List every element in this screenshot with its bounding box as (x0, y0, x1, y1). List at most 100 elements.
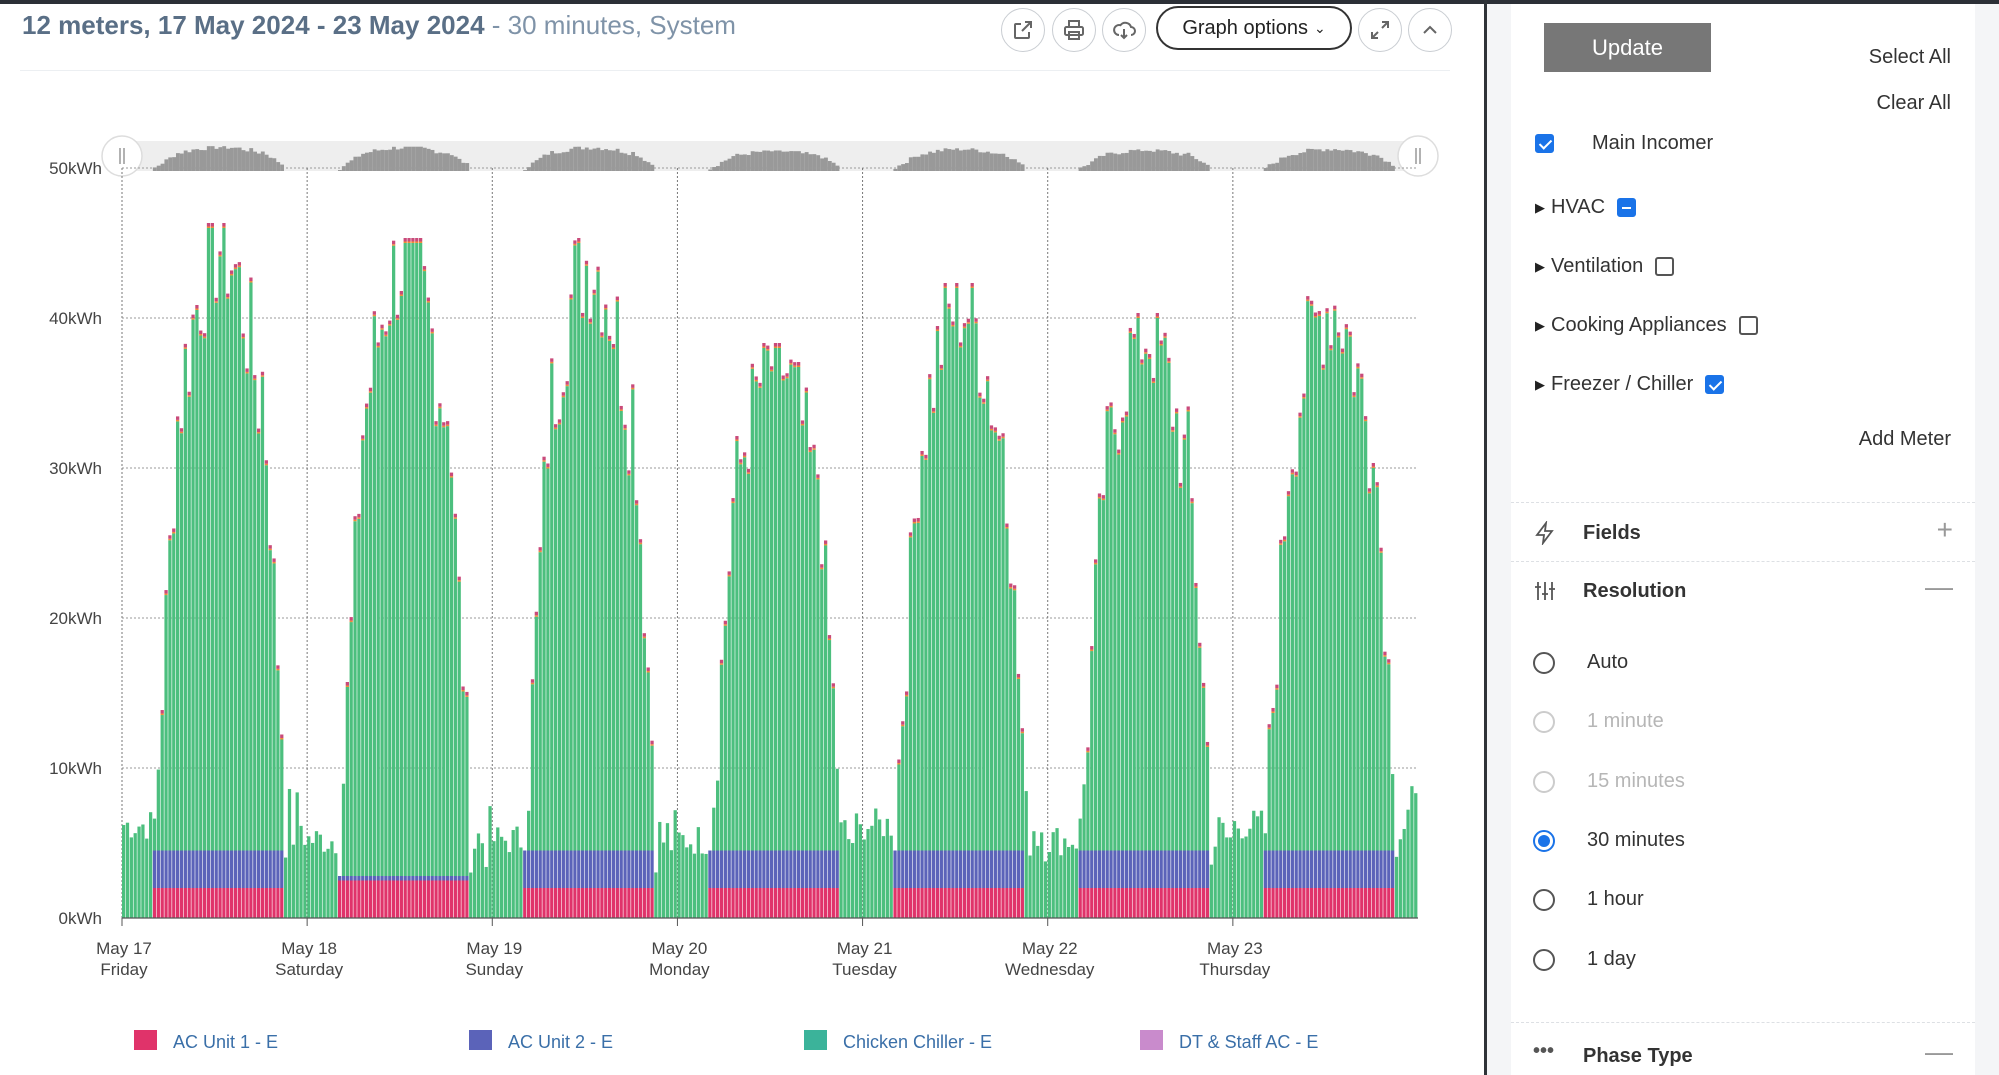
clear-all-link[interactable]: Clear All (1876, 92, 1951, 114)
navigator-bar (176, 153, 180, 171)
ventilation-checkbox[interactable] (1655, 257, 1675, 276)
external-link-button[interactable] (1001, 8, 1045, 52)
resolution-section-header[interactable]: Resolution (1533, 579, 1686, 603)
navigator-bar (785, 151, 790, 171)
bar-ac-unit-1 (1371, 888, 1375, 918)
bar-cap-other (800, 423, 805, 426)
navigator-bar (1078, 167, 1083, 171)
bar-cap-small-load (1279, 539, 1283, 544)
bar-ac-unit-2 (415, 876, 419, 881)
resolution-option-auto[interactable]: Auto (1533, 651, 1628, 674)
freezer-chiller-checkbox[interactable] (1705, 375, 1725, 394)
bar-cap-other (943, 286, 947, 288)
select-all-link[interactable]: Select All (1868, 46, 1951, 68)
radio-button[interactable] (1533, 651, 1555, 674)
meter-row-cooking-appliances[interactable]: ▶ Cooking Appliances (1535, 314, 1758, 337)
add-meter-link[interactable]: Add Meter (1858, 428, 1951, 450)
meter-row-main-incomer[interactable]: Main Incomer (1535, 132, 1713, 155)
meter-row-hvac[interactable]: ▶ HVAC (1535, 196, 1637, 219)
resolution-option-label: 1 minute (1587, 710, 1664, 732)
expand-triangle-icon[interactable]: ▶ (1535, 199, 1545, 215)
expand-triangle-icon[interactable]: ▶ (1535, 317, 1545, 333)
bar-ac-unit-1 (773, 888, 778, 918)
expand-triangle-icon[interactable]: ▶ (1535, 258, 1545, 274)
navigator-bar (1290, 155, 1295, 171)
navigator-bar (1101, 155, 1106, 171)
bar-main (168, 540, 172, 851)
meter-row-ventilation[interactable]: ▶ Ventilation (1535, 255, 1675, 278)
resolution-collapse-icon[interactable]: — (1925, 571, 1953, 602)
resolution-option-1-day[interactable]: 1 day (1533, 948, 1636, 971)
bar-main (1113, 434, 1117, 851)
graph-options-button[interactable]: Graph options ⌄ (1156, 6, 1352, 50)
update-button[interactable]: Update (1544, 23, 1711, 72)
bar-ac-unit-1 (1124, 888, 1129, 918)
bar-cap-small-load (1175, 408, 1179, 412)
cooking-appliances-checkbox[interactable] (1738, 316, 1758, 335)
bar-ac-unit-1 (1306, 888, 1310, 918)
fields-section-header[interactable]: Fields (1533, 521, 1641, 545)
bar-ac-unit-1 (1283, 888, 1287, 918)
download-button[interactable] (1102, 8, 1146, 52)
hvac-checkbox[interactable] (1617, 198, 1637, 217)
expand-button[interactable] (1358, 8, 1402, 52)
navigator-bar (565, 151, 570, 171)
bar-main (746, 473, 751, 851)
bar-cap-small-load (226, 293, 230, 298)
bar-main (943, 288, 947, 851)
radio-button[interactable] (1533, 888, 1555, 911)
navigator-bar (804, 152, 809, 171)
main-incomer-checkbox[interactable] (1535, 134, 1554, 153)
bar-cap-other (600, 335, 604, 338)
bar-cap-other (627, 473, 631, 476)
bar-ac-unit-2 (762, 850, 766, 888)
bar-main (334, 853, 338, 918)
phase-type-section-header[interactable]: ••• Phase Type (1533, 1041, 1693, 1068)
range-navigator[interactable] (101, 135, 1439, 177)
bar-ac-unit-2 (1383, 850, 1387, 888)
bar-cap-other (365, 407, 369, 409)
bar-main (696, 827, 700, 918)
bar-main (295, 792, 299, 918)
radio-button[interactable] (1533, 829, 1555, 852)
bar-ac-unit-2 (631, 850, 635, 888)
navigator-bar (345, 162, 350, 171)
bar-main (673, 810, 677, 918)
bar-main (743, 457, 747, 851)
bar-main (704, 853, 708, 918)
bar-cap-other (446, 424, 450, 427)
bar-ac-unit-1 (1016, 888, 1021, 918)
fields-expand-icon[interactable]: + (1936, 514, 1953, 545)
top-edge-bar (0, 0, 1999, 4)
navigator-bar (341, 166, 346, 171)
bar-ac-unit-2 (966, 850, 970, 888)
navigator-bar (465, 163, 470, 171)
navigator-bar (187, 152, 192, 171)
bar-ac-unit-1 (1128, 888, 1132, 918)
bar-cap-small-load (1298, 412, 1302, 417)
bar-cap-other (353, 519, 357, 522)
meter-row-freezer-chiller[interactable]: ▶ Freezer / Chiller (1535, 373, 1725, 396)
resolution-option-1-hour[interactable]: 1 hour (1533, 888, 1644, 911)
navigator-right-handle (1397, 135, 1439, 177)
legend-swatch (134, 1030, 157, 1050)
resolution-option-30-minutes[interactable]: 30 minutes (1533, 829, 1685, 852)
bar-main (1279, 544, 1283, 851)
navigator-bar (241, 150, 246, 171)
bar-cap-small-load (1364, 416, 1368, 420)
bar-ac-unit-2 (600, 850, 604, 888)
phase-type-collapse-icon[interactable]: — (1925, 1036, 1953, 1067)
print-button[interactable] (1052, 8, 1096, 52)
bar-ac-unit-1 (777, 888, 781, 918)
bar-ac-unit-1 (1290, 888, 1294, 918)
bar-ac-unit-1 (650, 888, 654, 918)
bar-main (901, 726, 905, 851)
bar-cap-other (1171, 430, 1175, 432)
radio-button[interactable] (1533, 948, 1555, 971)
bar-cap-other (820, 567, 824, 570)
collapse-button[interactable] (1408, 8, 1452, 52)
bar-ac-unit-1 (345, 880, 349, 918)
navigator-bar (361, 153, 365, 171)
expand-triangle-icon[interactable]: ▶ (1535, 376, 1545, 392)
bar-main (392, 245, 396, 877)
